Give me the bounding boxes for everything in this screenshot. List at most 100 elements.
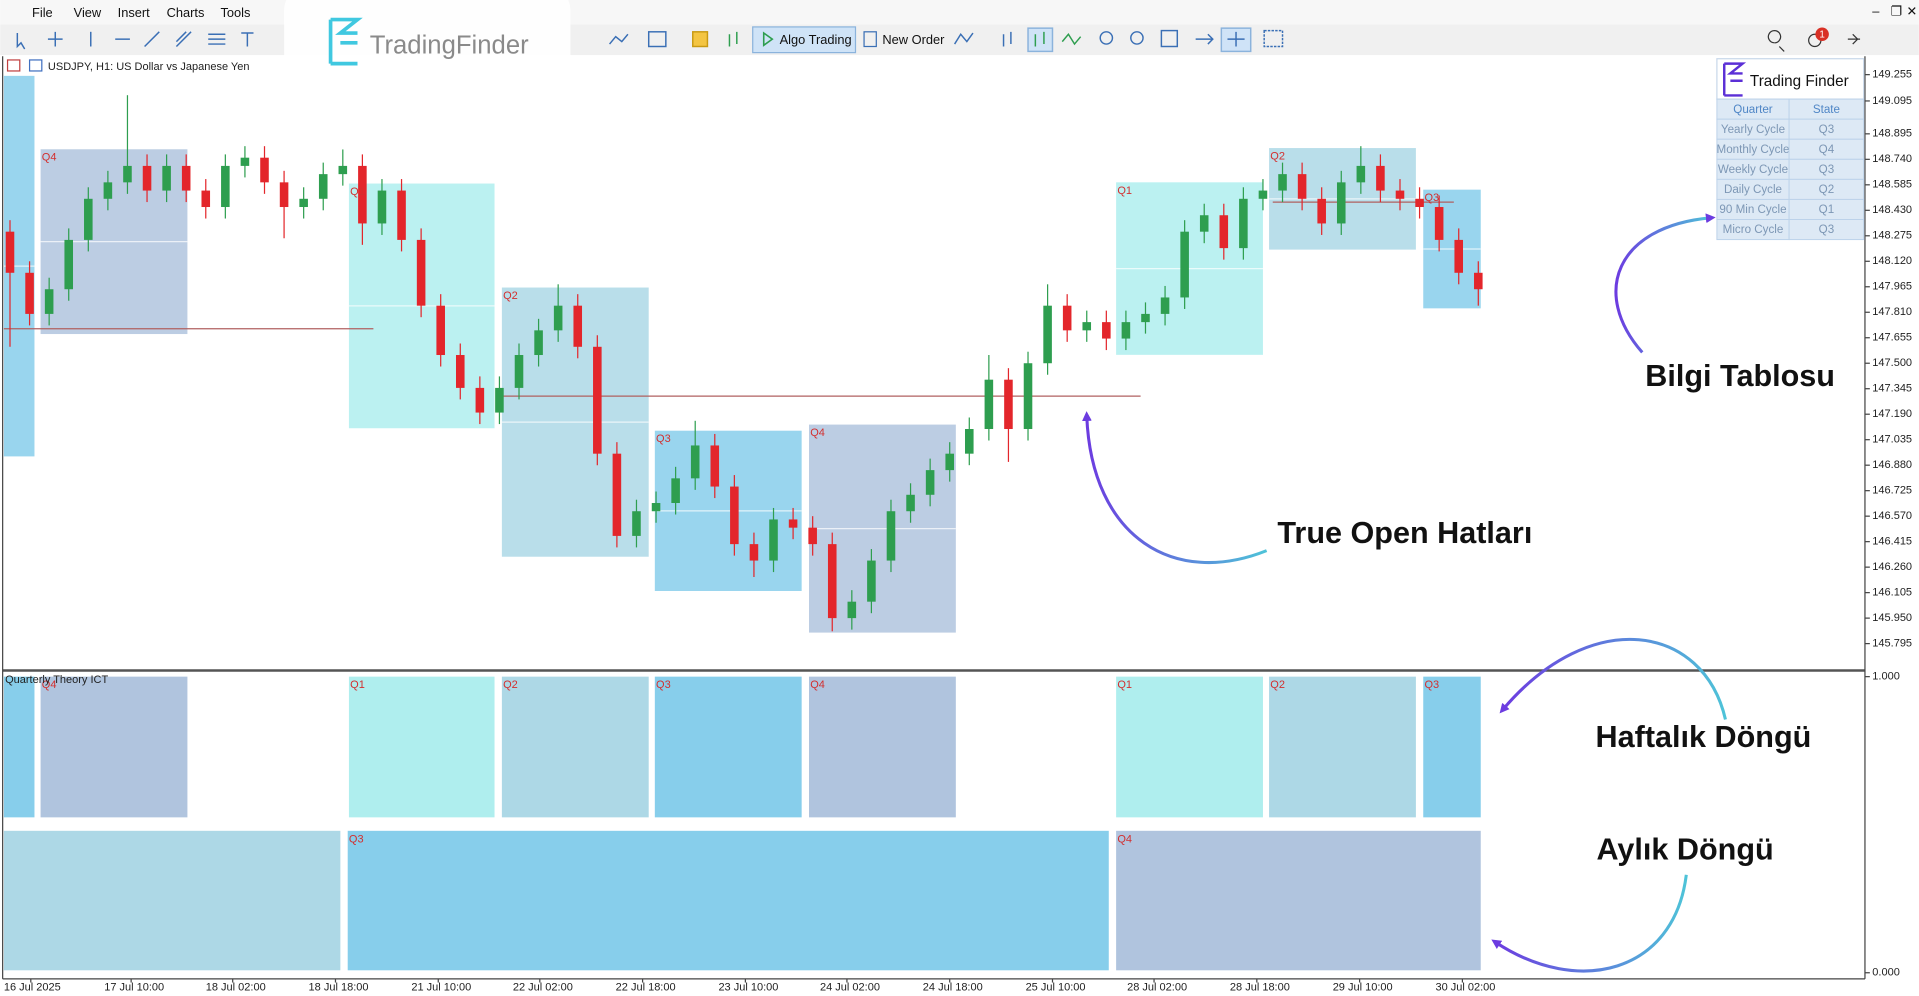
candle-body	[1376, 165, 1385, 191]
indicator-icon[interactable]	[953, 32, 974, 45]
price-tick-label: 146.725	[1872, 485, 1912, 497]
weekly-label: Q2	[503, 679, 518, 691]
candle-body	[64, 239, 74, 290]
weekly-label: Q1	[350, 679, 365, 691]
candle-body	[1297, 174, 1307, 199]
notification-count: 1	[1819, 29, 1824, 40]
algo-trading-label: Algo Trading	[780, 32, 852, 47]
weekly-label: Q4	[42, 679, 57, 691]
restore[interactable]: ❐	[1891, 4, 1903, 19]
settings-icon[interactable]	[1847, 33, 1861, 45]
time-tick-label: 28 Jul 02:00	[1127, 981, 1187, 993]
candle-body	[1258, 190, 1268, 199]
scroll-icon[interactable]	[1195, 33, 1214, 45]
screenshot-icon[interactable]	[1263, 29, 1284, 48]
time-tick-label: 22 Jul 02:00	[513, 981, 573, 993]
candle-body	[1141, 313, 1150, 323]
info-table: Quarter State Yearly Cycle Q3 Monthly Cycle Q…	[1716, 98, 1865, 241]
time-tick-label: 30 Jul 02:00	[1435, 981, 1495, 993]
signal-icon[interactable]	[728, 31, 738, 47]
candle-body	[1062, 305, 1072, 331]
candle-body	[1356, 165, 1366, 183]
price-tick-label: 147.500	[1872, 357, 1912, 369]
price-tick-label: 146.105	[1872, 587, 1912, 599]
text-icon[interactable]	[241, 32, 254, 47]
chart-type-icon[interactable]	[608, 33, 629, 45]
zoom-in-icon[interactable]	[1099, 31, 1114, 45]
candle-body	[593, 346, 602, 454]
price-tick-label: 149.255	[1872, 69, 1912, 81]
logo-icon	[1723, 62, 1747, 97]
logo-text: Trading Finder	[1750, 73, 1849, 90]
new-order-label[interactable]: New Order	[882, 32, 945, 47]
candle-body	[397, 190, 406, 240]
time-tick-label: 22 Jul 18:00	[616, 981, 676, 993]
play-icon	[762, 31, 774, 47]
weekly-box	[1116, 676, 1263, 818]
new-order-icon[interactable]	[863, 31, 877, 48]
candle-body	[925, 470, 935, 495]
bars-icon[interactable]	[1002, 31, 1012, 47]
quarter-label: Q1	[1117, 185, 1132, 197]
weekly-box	[501, 676, 649, 818]
menu-item[interactable]: View	[74, 5, 102, 20]
quarter-label: Q1	[350, 186, 365, 198]
candle-body	[1121, 322, 1131, 339]
annotation-arrow	[1499, 637, 1727, 720]
candle-body	[730, 486, 739, 545]
fibo-icon[interactable]	[208, 33, 226, 45]
quarter-label: Q4	[42, 152, 57, 164]
template-icon[interactable]	[647, 31, 667, 48]
candles	[5, 95, 1483, 632]
monthly-label: Q4	[1117, 833, 1132, 845]
candle-body	[1004, 379, 1013, 430]
minimize[interactable]: –	[1872, 4, 1880, 19]
candle-body	[318, 174, 328, 199]
tile-icon[interactable]	[1160, 29, 1179, 48]
trendline-icon[interactable]	[144, 31, 160, 48]
time-tick-label: 28 Jul 18:00	[1230, 981, 1290, 993]
algo-trading-button[interactable]	[752, 26, 857, 54]
time-tick-label: 16 Jul 2025	[4, 981, 61, 993]
crosshair-icon[interactable]	[47, 31, 63, 47]
time-tick-label: 24 Jul 18:00	[923, 981, 983, 993]
weekly-box	[1423, 676, 1481, 818]
candle-body	[788, 519, 798, 528]
table-header: Quarter	[1733, 103, 1772, 116]
candle-body	[338, 165, 348, 175]
candle-body	[1454, 239, 1464, 273]
search-icon[interactable]	[1767, 30, 1785, 52]
menu-item[interactable]: Tools	[220, 5, 250, 20]
indicator-name: Quarterly Theory ICT	[5, 674, 108, 686]
candles-icon[interactable]	[1027, 27, 1054, 53]
candle-body	[1180, 231, 1189, 298]
table-header: State	[1813, 103, 1840, 116]
symbol-label: USDJPY, H1: US Dollar vs Japanese Yen	[48, 61, 250, 73]
market-icon[interactable]	[692, 31, 709, 48]
candle-body	[142, 165, 152, 191]
cursor-icon[interactable]	[16, 33, 26, 50]
menu-item[interactable]: File	[32, 5, 53, 20]
line-icon[interactable]	[1061, 33, 1082, 46]
menu-item[interactable]: Charts	[167, 5, 205, 20]
candle-body	[1239, 198, 1248, 249]
menu-item[interactable]: Insert	[118, 5, 151, 20]
candle-body	[181, 165, 191, 191]
quarter-label: Q3	[1424, 192, 1439, 204]
candle-body	[1219, 215, 1229, 249]
time-tick-label: 25 Jul 10:00	[1026, 981, 1086, 993]
close[interactable]: ✕	[1907, 4, 1918, 19]
symbol-icon	[6, 59, 21, 72]
price-tick-label: 148.740	[1872, 153, 1912, 165]
time-tick-label: 18 Jul 02:00	[206, 981, 266, 993]
table-text: Q3	[1819, 223, 1835, 236]
table-text: Monthly Cycle	[1717, 143, 1790, 156]
annotation-arrow	[1082, 411, 1268, 565]
zoom-out-icon[interactable]	[1130, 31, 1144, 45]
candle-body	[906, 494, 915, 512]
channel-icon[interactable]	[175, 31, 192, 48]
price-axis: 149.255 149.095 148.895 148.740 148.585 148.4…	[1864, 69, 1912, 650]
candle-body	[5, 231, 15, 273]
time-tick-label: 17 Jul 10:00	[104, 981, 164, 993]
